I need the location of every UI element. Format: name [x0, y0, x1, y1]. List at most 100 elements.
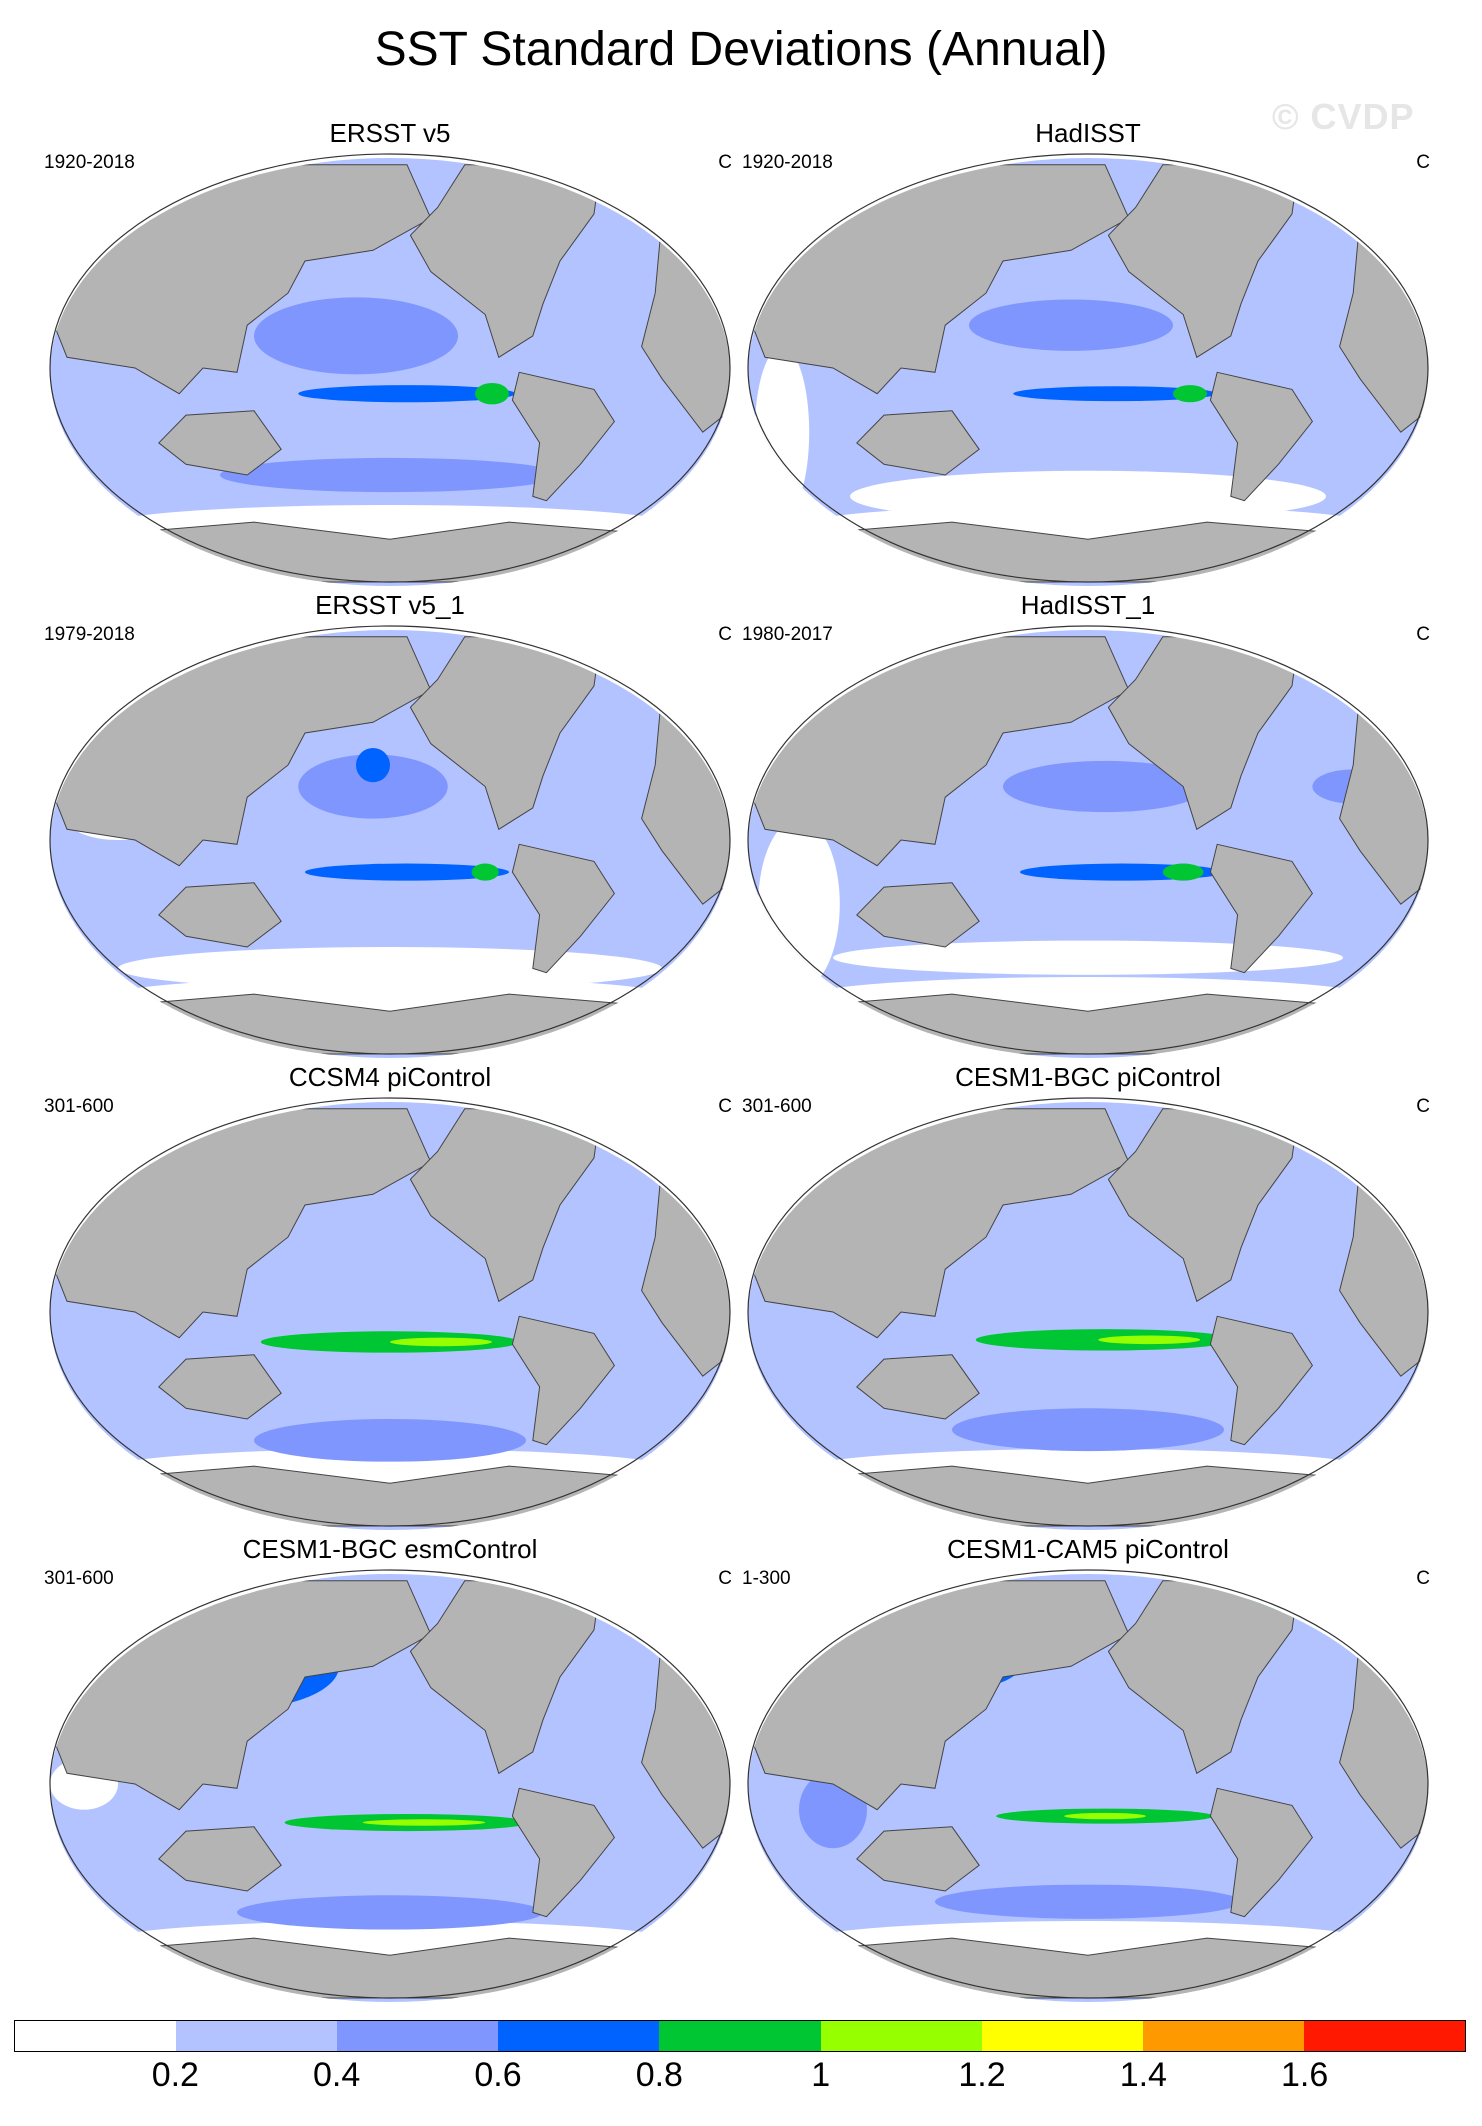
panel-title: CESM1-BGC esmControl [242, 1534, 538, 1564]
south-america-landmass [511, 1315, 616, 1446]
colorbar-segment [337, 2021, 499, 2051]
world-map [747, 1097, 1429, 1530]
panel-period: 301-600 [44, 1096, 114, 1117]
south-america-landmass [511, 371, 616, 502]
panel-period: 301-600 [44, 1568, 114, 1589]
map-outline [747, 625, 1429, 1055]
south-america-landmass [1209, 1787, 1314, 1918]
panel-units: C [718, 1568, 732, 1589]
panel-period: 1920-2018 [742, 152, 833, 173]
sst-anomaly-region [254, 1419, 526, 1462]
sst-anomaly-region [754, 346, 810, 518]
greenland-landmass [613, 158, 697, 224]
south-america-landmass [511, 843, 616, 974]
map-panel: ERSST v5_1 1979-2018 C [40, 590, 740, 1060]
map-outline [747, 1097, 1429, 1527]
greenland-landmass [613, 1102, 697, 1168]
map-outline [747, 1569, 1429, 1999]
sst-anomaly-region [298, 385, 516, 403]
sst-anomaly-region [758, 818, 840, 990]
panel-units: C [1416, 1096, 1430, 1117]
sst-anomaly-region [237, 1895, 543, 1930]
sst-anomaly-region [1162, 863, 1204, 881]
greenland-landmass [1311, 1102, 1395, 1168]
panel-title: CESM1-CAM5 piControl [947, 1534, 1229, 1564]
greenland-landmass [613, 630, 697, 696]
sst-anomaly-region [298, 754, 448, 819]
map-panel: ERSST v5 1920-2018 C [40, 118, 740, 588]
world-map [49, 153, 731, 586]
sst-anomaly-region [1064, 1812, 1146, 1820]
world-map [747, 1569, 1429, 2002]
panel-units: C [1416, 1568, 1430, 1589]
world-map [49, 1097, 731, 1530]
colorbar-tick-label: 1.4 [1119, 2056, 1167, 2094]
colorbar-segment [1142, 2021, 1304, 2051]
panel-title: ERSST v5 [329, 118, 451, 148]
map-panel: CESM1-BGC piControl 301-600 C [738, 1062, 1438, 1532]
australia-landmass [856, 410, 980, 476]
australia-landmass [158, 410, 282, 476]
colorbar-tick-label: 0.4 [313, 2056, 361, 2094]
colorbar-segment [981, 2021, 1143, 2051]
sst-anomaly-region [475, 382, 509, 405]
world-map [747, 153, 1429, 586]
sst-anomaly-region [220, 457, 560, 493]
panel-title: CCSM4 piControl [288, 1062, 492, 1092]
colorbar-segment [659, 2021, 821, 2051]
south-america-landmass [1209, 1315, 1314, 1446]
north-america-landmass [409, 1108, 602, 1303]
world-map [49, 625, 731, 1058]
panel-title: HadISST_1 [1020, 590, 1156, 620]
greenland-landmass [1311, 630, 1395, 696]
north-america-landmass [409, 636, 602, 831]
sst-anomaly-region [1013, 386, 1218, 402]
colorbar-tick-label: 0.2 [151, 2056, 199, 2094]
page-title: SST Standard Deviations (Annual) [374, 23, 1108, 76]
sst-anomaly-region [305, 863, 509, 881]
colorbar-tick-label: 0.8 [635, 2056, 683, 2094]
panel-period: 1-300 [742, 1568, 791, 1589]
panel-title: ERSST v5_1 [315, 590, 465, 620]
colorbar-tick-label: 0.6 [474, 2056, 522, 2094]
map-outline [747, 153, 1429, 583]
colorbar-segment [498, 2021, 660, 2051]
north-america-landmass [409, 1580, 602, 1775]
panel-title: HadISST [1035, 118, 1141, 148]
australia-landmass [856, 1354, 980, 1420]
north-america-landmass [1107, 1580, 1300, 1775]
north-america-landmass [1107, 1108, 1300, 1303]
panel-period: 1979-2018 [44, 624, 135, 645]
map-outline [49, 153, 731, 583]
sst-anomaly-region [935, 1884, 1241, 1919]
south-america-landmass [511, 1787, 616, 1918]
map-outline [49, 1569, 731, 1999]
greenland-landmass [1311, 1574, 1395, 1640]
south-america-landmass [1209, 843, 1314, 974]
sst-anomaly-region [390, 1337, 492, 1347]
map-panel: CCSM4 piControl 301-600 C [40, 1062, 740, 1532]
sst-anomaly-region [169, 177, 203, 195]
map-panel: HadISST_1 1980-2017 C [738, 590, 1438, 1060]
map-panel: HadISST 1920-2018 C [738, 118, 1438, 588]
colorbar-tick-label: 1.6 [1281, 2056, 1329, 2094]
colorbar [14, 2020, 1466, 2052]
australia-landmass [856, 1826, 980, 1892]
sst-anomaly-region [356, 747, 390, 783]
greenland-landmass [1311, 158, 1395, 224]
australia-landmass [158, 1354, 282, 1420]
panel-period: 301-600 [742, 1096, 812, 1117]
sst-anomaly-region [969, 299, 1173, 351]
sst-anomaly-region [254, 297, 458, 375]
sst-anomaly-region [1003, 760, 1207, 813]
world-map [747, 625, 1429, 1058]
world-map [49, 1569, 731, 2002]
panel-period: 1920-2018 [44, 152, 135, 173]
colorbar-segment [1303, 2021, 1465, 2051]
sst-anomaly-region [1098, 1335, 1201, 1345]
north-america-landmass [1107, 164, 1300, 359]
map-outline [49, 1097, 731, 1527]
colorbar-tick-label: 1 [811, 2056, 831, 2094]
greenland-landmass [613, 1574, 697, 1640]
colorbar-segment [15, 2021, 177, 2051]
